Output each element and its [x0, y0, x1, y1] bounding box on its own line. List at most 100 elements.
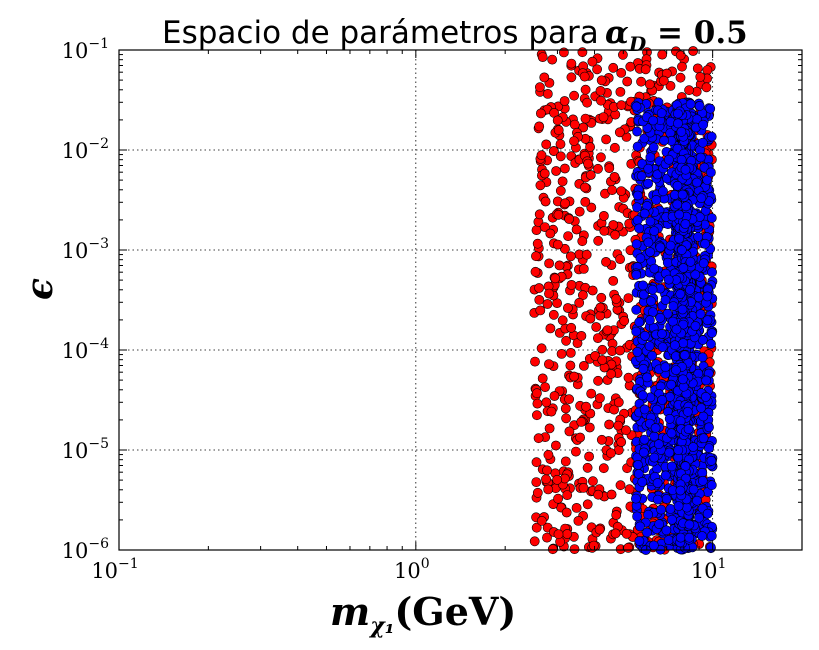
blue-data-point	[681, 201, 691, 212]
red-data-point	[564, 214, 575, 224]
red-data-point	[531, 477, 542, 487]
blue-data-point	[651, 194, 662, 205]
red-data-point	[549, 391, 560, 401]
grid-lines	[119, 50, 802, 550]
red-data-point	[596, 152, 606, 163]
red-data-point	[534, 209, 545, 220]
blue-data-point	[706, 480, 717, 491]
blue-data-point	[678, 374, 688, 385]
red-data-point	[606, 448, 616, 459]
red-data-point	[675, 72, 686, 83]
y-tick-base: 10	[62, 539, 89, 563]
x-tick-exponent: 1	[718, 556, 727, 572]
red-data-point	[592, 64, 602, 75]
chart-title-text: Espacio de parámetros para	[162, 15, 599, 51]
red-data-point	[615, 87, 626, 97]
red-data-point	[608, 62, 619, 73]
blue-data-point	[706, 531, 717, 541]
blue-data-point	[633, 459, 643, 470]
red-data-point	[532, 398, 543, 409]
red-data-point	[675, 50, 686, 61]
red-data-point	[547, 544, 558, 555]
red-data-point	[560, 198, 570, 209]
blue-data-point	[683, 424, 694, 434]
x-axis-label-sub: χ₁	[368, 613, 394, 639]
blue-data-point	[673, 501, 684, 511]
blue-data-point	[673, 108, 683, 119]
red-data-point	[559, 96, 570, 106]
red-data-point	[535, 82, 545, 93]
blue-data-point	[692, 177, 702, 188]
blue-data-point	[685, 99, 696, 109]
blue-data-point	[639, 133, 650, 144]
red-data-point	[580, 84, 591, 95]
red-data-point	[571, 446, 581, 457]
blue-data-point	[695, 152, 706, 163]
blue-data-point	[652, 478, 663, 488]
y-axis-label: ϵ	[19, 278, 61, 300]
red-data-point	[531, 522, 542, 533]
red-data-point	[530, 356, 540, 367]
blue-data-point	[679, 350, 690, 361]
y-tick-exponent: −4	[88, 336, 109, 352]
red-data-point	[593, 489, 604, 500]
red-data-point	[532, 238, 543, 249]
red-data-point	[542, 299, 553, 309]
blue-data-point	[677, 189, 688, 200]
red-data-point	[544, 258, 554, 269]
red-data-point	[595, 302, 606, 313]
blue-data-point	[667, 514, 677, 525]
red-data-point	[578, 263, 589, 274]
blue-data-point	[702, 291, 713, 302]
blue-data-point	[649, 226, 660, 236]
red-data-point	[695, 72, 706, 82]
blue-data-point	[663, 274, 674, 285]
blue-data-point	[649, 452, 660, 463]
red-data-point	[535, 180, 546, 191]
red-data-point	[616, 437, 627, 447]
red-data-point	[623, 293, 634, 303]
red-data-point	[658, 75, 669, 86]
blue-data-point	[631, 326, 642, 337]
blue-data-point	[637, 476, 648, 487]
red-data-point	[619, 315, 630, 326]
red-data-point	[555, 185, 566, 196]
blue-data-point	[646, 296, 656, 307]
blue-data-point	[672, 180, 683, 191]
red-data-point	[552, 474, 562, 485]
red-data-point	[543, 449, 554, 460]
blue-data-point	[675, 532, 686, 543]
red-data-point	[613, 420, 624, 431]
x-axis-label-unit: (GeV)	[394, 589, 516, 634]
red-data-point	[553, 493, 563, 504]
red-data-point	[564, 394, 574, 405]
red-data-point	[555, 151, 566, 162]
blue-data-point	[649, 263, 660, 274]
chart-title: Espacio de parámetros para αD = 0.5	[162, 15, 748, 56]
red-data-point	[608, 220, 619, 230]
red-data-point	[530, 266, 541, 277]
red-data-point	[532, 410, 542, 421]
blue-data-point	[678, 263, 689, 273]
blue-data-point	[697, 531, 707, 541]
blue-data-point	[696, 193, 707, 203]
blue-data-point	[682, 406, 693, 417]
red-data-point	[576, 330, 587, 341]
red-data-point	[571, 502, 582, 513]
red-data-point	[540, 196, 551, 207]
y-tick-label: 10−6	[62, 536, 109, 563]
red-data-point	[611, 510, 622, 520]
blue-data-point	[657, 328, 667, 339]
blue-data-point	[673, 445, 684, 455]
red-data-point	[606, 368, 616, 379]
blue-data-point	[694, 101, 705, 111]
red-data-point	[534, 294, 545, 305]
blue-data-point	[705, 542, 716, 553]
red-data-point	[615, 345, 625, 356]
red-data-point	[615, 480, 626, 491]
red-data-point	[541, 139, 552, 150]
red-data-point	[593, 375, 603, 386]
red-data-point	[582, 499, 593, 510]
red-data-point	[640, 64, 651, 75]
blue-data-point	[702, 508, 713, 519]
